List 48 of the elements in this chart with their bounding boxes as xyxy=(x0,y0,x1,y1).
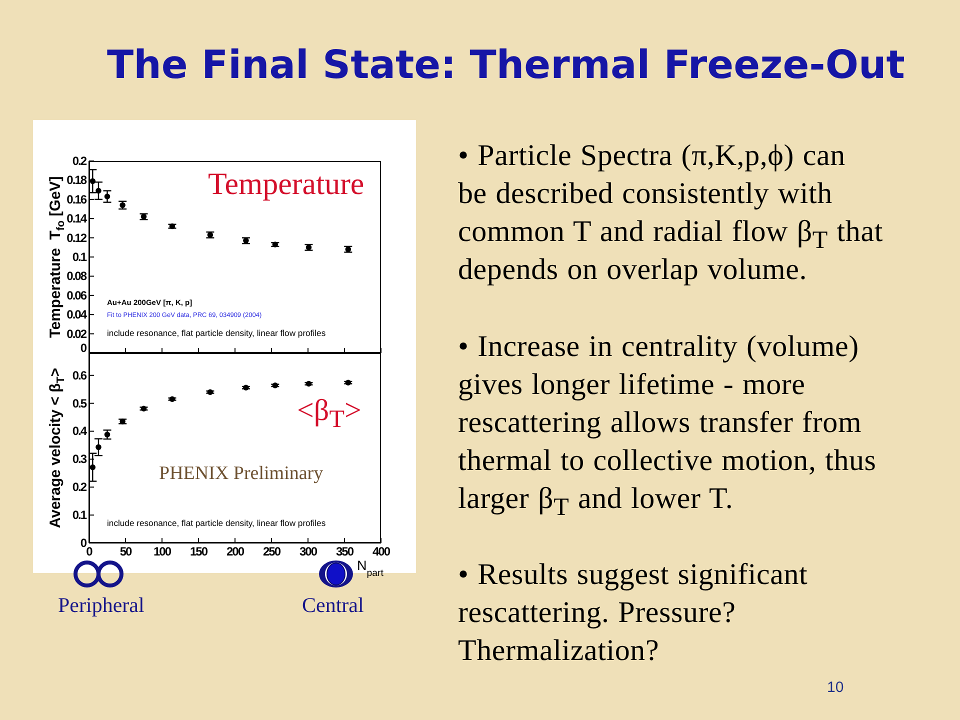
annotation: PHENIX Preliminary xyxy=(159,463,324,485)
y-tick-label: 0.12 xyxy=(66,230,88,245)
y-tick-label: 0.2 xyxy=(72,154,88,168)
point xyxy=(90,178,96,184)
point xyxy=(345,380,352,386)
y-tick-label: 0.1 xyxy=(72,250,88,264)
text: The Final State: Thermal Freeze-Out xyxy=(106,43,906,90)
y-tick-label: 0.1 xyxy=(72,508,88,522)
y-tick-label: 0.06 xyxy=(66,288,88,302)
y-tick-label: 0 xyxy=(80,536,88,550)
y-tick-label: 0 xyxy=(80,341,88,355)
y-tick-label: 0.14 xyxy=(66,212,88,226)
x-tick-label: 300 xyxy=(299,544,318,559)
text: Central xyxy=(302,593,364,618)
y-tick-label: 0.18 xyxy=(66,173,88,188)
y-tick-label: 0.5 xyxy=(72,396,88,410)
point xyxy=(90,464,96,470)
annotation: <β$_{T}$> xyxy=(297,394,362,433)
point xyxy=(272,382,278,388)
y-tick-label: 0.16 xyxy=(66,192,88,206)
text: • Increase in centrality (volume) gives longer lifetime - more rescattering allows transfer from thermal to collective motion, thus larger β$_{T}$ and lower T. xyxy=(458,328,878,520)
y-tick-label: 0.4 xyxy=(72,424,88,438)
text: 10 xyxy=(827,679,844,696)
x-tick-label: 250 xyxy=(262,544,282,559)
point xyxy=(96,188,102,194)
x-tick-label: 50 xyxy=(120,544,132,559)
y-tick-label: 0.04 xyxy=(66,308,88,322)
x-tick-label: 400 xyxy=(372,544,391,559)
point xyxy=(104,432,110,438)
y-tick-label: 0.2 xyxy=(72,480,88,494)
point xyxy=(96,444,102,450)
annotation: include resonance, flat particle density, linear flow profiles xyxy=(107,518,326,529)
x-tick-label: 150 xyxy=(190,544,208,559)
point xyxy=(104,194,110,200)
y-tick-label: 0.08 xyxy=(66,269,88,284)
annotation: Temperature xyxy=(208,166,364,202)
x-axis-title: N$_{part}$ xyxy=(357,558,384,578)
point xyxy=(169,396,176,402)
y-tick-label: 0.02 xyxy=(66,326,88,341)
text: • Results suggest significant rescattering. Pressure? Thermalization? xyxy=(458,557,809,669)
text: Peripheral xyxy=(58,593,144,618)
y-tick-label: 0.3 xyxy=(72,452,88,466)
x-tick-label: 100 xyxy=(153,544,172,559)
x-tick-label: 350 xyxy=(336,544,354,559)
text: • Particle Spectra (π,K,p,ϕ) can be described consistently with common T and radial flow β$_{T}$ that depends on overlap volume. xyxy=(458,138,884,288)
annotation: include resonance, flat particle density, linear flow profiles xyxy=(107,328,326,339)
y-tick-label: 0.6 xyxy=(72,368,88,382)
x-tick-label: 200 xyxy=(226,544,245,559)
